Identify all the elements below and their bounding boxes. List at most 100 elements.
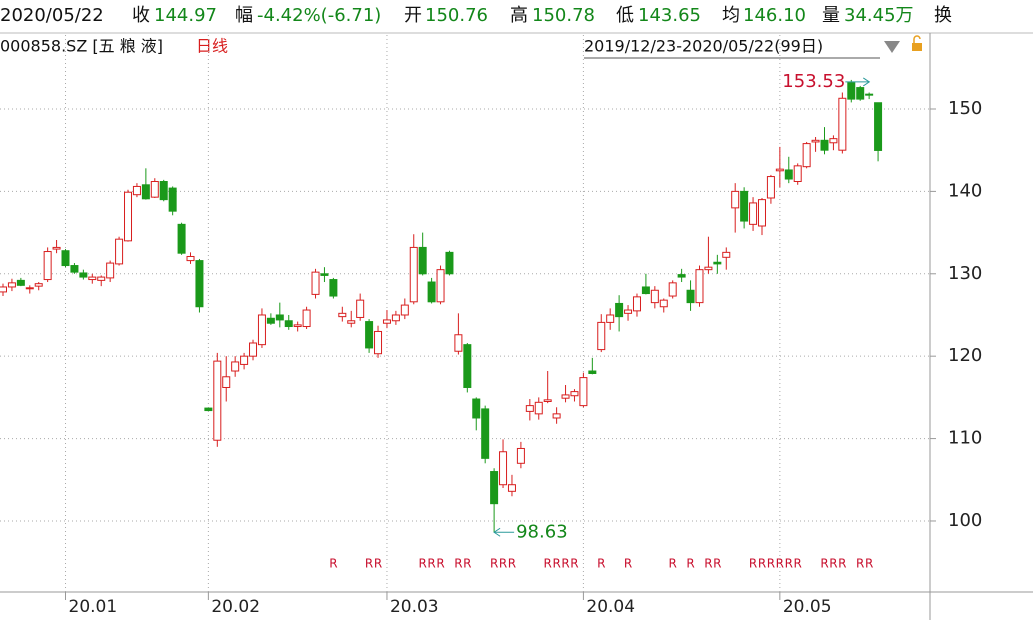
candle-body <box>525 405 534 412</box>
candle-body <box>231 361 240 372</box>
candle-body <box>52 246 61 250</box>
value: 146.10 <box>743 5 806 26</box>
flag: R <box>776 557 784 571</box>
candle-body <box>641 286 650 295</box>
flag: R <box>794 557 802 571</box>
flag: R <box>561 557 569 571</box>
candle-body <box>7 282 16 288</box>
label: 开 <box>404 5 422 26</box>
candle-body <box>124 191 133 242</box>
label: 幅 <box>235 5 253 26</box>
candle-body <box>552 413 561 419</box>
candle-body <box>400 304 409 316</box>
x-tick-label: 20.04 <box>586 597 635 617</box>
flag: R <box>419 557 427 571</box>
symbol: 000858.SZ [五 粮 液] <box>0 37 163 56</box>
flag: R <box>436 557 444 571</box>
candle-body <box>516 447 525 464</box>
candle-body <box>793 165 802 183</box>
candle-body <box>668 282 677 297</box>
candle-body <box>874 102 883 151</box>
dropdown[interactable] <box>884 41 900 53</box>
lock-shackle <box>913 35 921 43</box>
flag: R <box>749 557 757 571</box>
flag: R <box>829 557 837 571</box>
label: 收 <box>132 5 150 26</box>
candle-body <box>784 169 793 180</box>
max-arrow-head <box>863 77 871 87</box>
max-label: 153.53 <box>782 71 845 92</box>
flag: R <box>499 557 507 571</box>
candle-body <box>204 407 213 412</box>
flag: R <box>838 557 846 571</box>
candle-body <box>847 82 856 100</box>
date: 2020/05/22 <box>0 5 104 26</box>
candle-body <box>579 377 588 407</box>
value: 150.76 <box>425 5 488 26</box>
candle-body <box>356 299 365 318</box>
candle-body <box>820 139 829 151</box>
candle-body <box>329 279 338 297</box>
candle-body <box>409 246 418 303</box>
candle-body <box>811 139 820 143</box>
candle-body <box>338 312 347 318</box>
label: 低 <box>616 5 634 26</box>
candle-body <box>588 370 597 374</box>
y-tick-label: 110 <box>948 428 982 449</box>
candle-body <box>347 320 356 324</box>
candle-body <box>472 398 481 419</box>
candle-body <box>284 320 293 328</box>
flag: R <box>463 557 471 571</box>
candle-body <box>749 202 758 225</box>
flag: R <box>544 557 552 571</box>
candle-body <box>445 251 454 275</box>
candle-body <box>481 408 490 459</box>
value: 150.78 <box>532 5 595 26</box>
candle-body <box>695 269 704 304</box>
x-tick-label: 20.03 <box>390 597 439 617</box>
min-label: 98.63 <box>516 521 568 542</box>
candle-body <box>597 321 606 351</box>
flag: R <box>686 557 694 571</box>
candle-body <box>615 302 624 318</box>
candle-body <box>249 342 258 357</box>
candle-body <box>722 251 731 258</box>
candle-body <box>686 289 695 304</box>
candle-body <box>302 309 311 328</box>
flag: R <box>427 557 435 571</box>
candle-body <box>829 138 838 144</box>
lock-icon[interactable] <box>912 43 922 51</box>
candle-body <box>275 314 284 321</box>
flag: R <box>374 557 382 571</box>
period[interactable]: 日线 <box>196 37 228 56</box>
candle-body <box>16 279 25 286</box>
flag: R <box>624 557 632 571</box>
candle-body <box>731 190 740 209</box>
value: -4.42%(-6.71) <box>257 5 381 26</box>
flag: R <box>329 557 337 571</box>
candle-body <box>159 181 168 201</box>
candle-body <box>88 276 97 281</box>
candle-body <box>150 181 159 198</box>
candle-body <box>427 281 436 303</box>
candle-body <box>802 143 811 168</box>
candle-body <box>713 261 722 265</box>
candle-body <box>499 451 508 486</box>
candle-body <box>659 299 668 308</box>
candle-body <box>293 324 302 328</box>
candle-body <box>534 401 543 415</box>
candle-body <box>320 273 329 276</box>
candle-body <box>740 190 749 222</box>
candle-body <box>436 269 445 303</box>
label: 量 <box>822 5 840 26</box>
flag: R <box>669 557 677 571</box>
candle-body <box>186 255 195 262</box>
flag: R <box>758 557 766 571</box>
candle-body <box>132 185 141 196</box>
candle-body <box>606 314 615 323</box>
candle-body <box>25 287 34 290</box>
candle-body <box>418 246 427 275</box>
flag: R <box>365 557 373 571</box>
plot: 100 110 120 130 140 150 20.01 20.02 20.03 20.04 20… <box>0 35 982 617</box>
